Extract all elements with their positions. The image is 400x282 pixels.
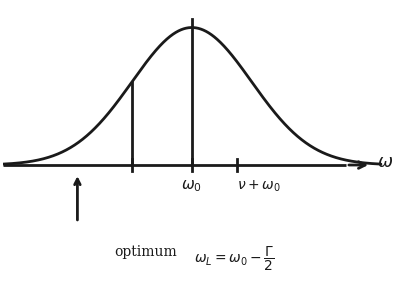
- Text: $\omega$: $\omega$: [377, 153, 393, 171]
- Text: optimum: optimum: [115, 245, 178, 259]
- Text: $\nu + \omega_0$: $\nu + \omega_0$: [237, 179, 280, 194]
- Text: $\omega_L = \omega_0 - \dfrac{\Gamma}{2}$: $\omega_L = \omega_0 - \dfrac{\Gamma}{2}…: [194, 245, 275, 273]
- Text: $\omega_0$: $\omega_0$: [182, 179, 202, 195]
